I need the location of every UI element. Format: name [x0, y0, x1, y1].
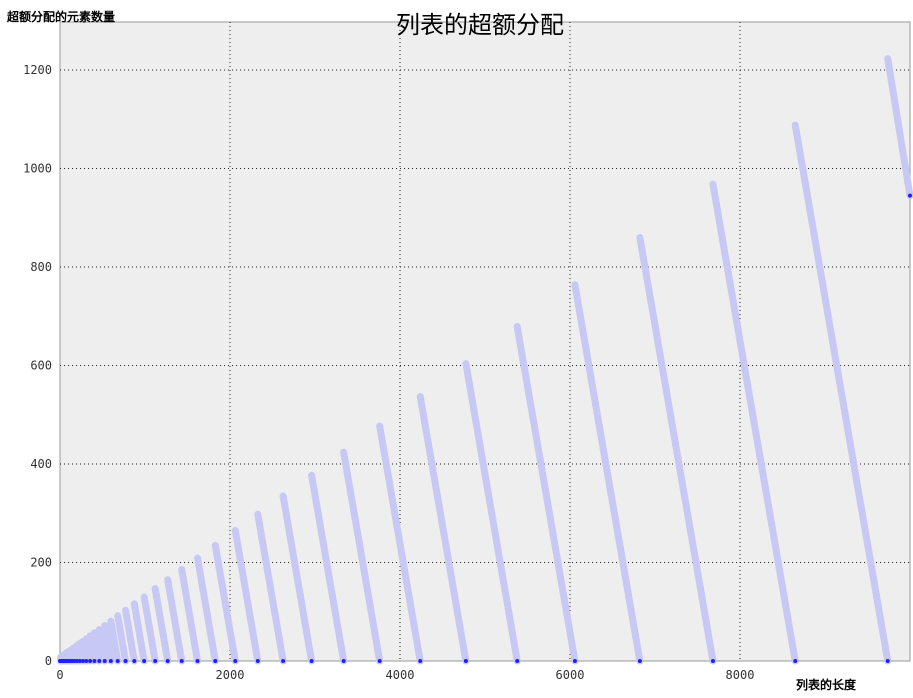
resize-marker [88, 659, 93, 663]
resize-marker [80, 659, 85, 663]
overallocation-segment [95, 625, 109, 665]
resize-marker [165, 659, 170, 663]
resize-marker [132, 659, 137, 663]
overallocation-segment [82, 635, 94, 665]
resize-marker [213, 659, 218, 663]
overallocation-segment [164, 576, 186, 665]
resize-marker [142, 659, 147, 663]
overallocation-segment [340, 448, 384, 665]
overallocation-segment [86, 632, 98, 665]
current-point [908, 193, 912, 198]
resize-marker [108, 659, 113, 663]
resize-marker [97, 659, 102, 663]
overallocation-segment [140, 593, 159, 665]
resize-marker [179, 659, 184, 663]
overallocation-segment [571, 281, 644, 665]
x-tick-label: 4000 [386, 668, 415, 682]
overallocation-segment [416, 393, 470, 665]
overallocation-segment [178, 565, 202, 665]
overallocation-segment [231, 526, 262, 665]
x-tick-label: 2000 [216, 668, 245, 682]
resize-marker [195, 659, 200, 663]
resize-marker [309, 659, 314, 663]
overallocation-segment [254, 510, 287, 665]
resize-marker [115, 659, 120, 663]
y-tick-label: 400 [30, 457, 52, 471]
overallocation-segment [194, 554, 219, 665]
resize-marker [233, 659, 238, 663]
y-tick-label: 200 [30, 556, 52, 570]
overallocation-segment [636, 233, 717, 665]
overallocation-segment [211, 541, 239, 665]
y-tick-label: 1200 [23, 63, 52, 77]
resize-marker [637, 659, 642, 663]
x-tick-label: 0 [56, 668, 63, 682]
overallocation-segment [709, 180, 799, 665]
resize-marker [572, 659, 577, 663]
resize-marker [463, 659, 468, 663]
x-tick-label: 8000 [726, 668, 755, 682]
resize-marker [377, 659, 382, 663]
resize-marker [793, 659, 798, 663]
overallocation-segment [462, 360, 521, 665]
y-tick-label: 600 [30, 359, 52, 373]
plot-area [59, 21, 911, 662]
resize-marker [515, 659, 520, 663]
overallocation-segment [122, 606, 138, 665]
overallocation-segment [791, 121, 892, 665]
resize-marker [255, 659, 260, 663]
overallocation-segment [79, 637, 90, 665]
overallocation-segment [151, 585, 172, 665]
overallocation-segment [308, 471, 348, 665]
y-tick-label: 800 [30, 260, 52, 274]
x-axis-label: 列表的长度 [796, 677, 857, 692]
resize-marker [341, 659, 346, 663]
resize-marker [281, 659, 286, 663]
series-overallocation [56, 55, 913, 665]
y-tick-label: 1000 [23, 162, 52, 176]
overallocation-segment [107, 617, 122, 665]
overallocation-segment [884, 55, 913, 200]
resize-marker [123, 659, 128, 663]
overallocation-segment [130, 600, 148, 665]
overallocation-segment [114, 612, 130, 665]
overallocation-segment [90, 629, 103, 665]
resize-marker [418, 659, 423, 663]
resize-marker [102, 659, 107, 663]
resize-marker [92, 659, 97, 663]
resize-marker [77, 659, 82, 663]
resize-marker [885, 659, 890, 663]
resize-marker [84, 659, 89, 663]
x-tick-label: 6000 [556, 668, 585, 682]
resize-marker [710, 659, 715, 663]
overallocation-segment [376, 422, 424, 665]
overallocation-segment [101, 622, 115, 665]
y-tick-label: 0 [45, 654, 52, 668]
y-axis-label: 超额分配的元素数量 [6, 9, 115, 24]
tick-labels: 0 2000 4000 6000 8000 0 200 400 600 800 1000 1200 [23, 63, 754, 682]
overallocation-segment [513, 323, 579, 665]
resize-marker [153, 659, 158, 663]
chart-title: 列表的超额分配 [396, 11, 564, 39]
overallocation-segment [279, 492, 316, 665]
